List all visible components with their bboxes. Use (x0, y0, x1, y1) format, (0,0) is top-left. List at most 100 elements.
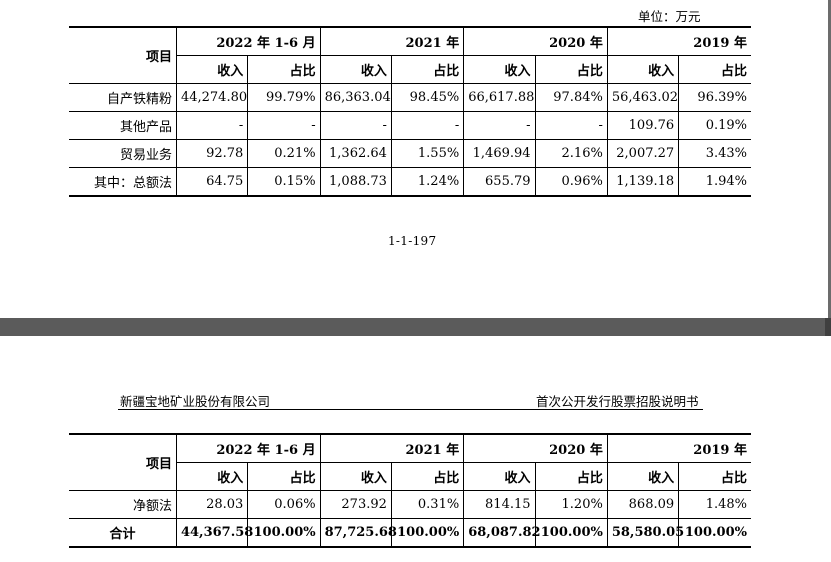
table-row: 其中：总额法 64.75 0.15% 1,088.73 1.24% 655.79… (69, 167, 751, 196)
document-title-header: 首次公开发行股票招股说明书 (536, 394, 699, 409)
table-cell: 44,367.58 (175, 518, 253, 547)
share-subheader: 占比 (247, 462, 321, 491)
row-label: 其他产品 (69, 111, 177, 140)
share-subheader: 占比 (534, 55, 608, 84)
table-cell: 1.24% (390, 167, 465, 196)
year-header: 2020 年 (463, 27, 608, 56)
table-cell: 68,087.82 (463, 518, 541, 547)
table-cell: - (534, 111, 608, 140)
table-cell: 1,469.94 (463, 139, 536, 168)
year-header: 2021 年 (319, 27, 465, 56)
table-cell: 28.03 (175, 490, 249, 519)
revenue-subheader: 收入 (606, 55, 680, 84)
row-label: 其中：总额法 (69, 167, 177, 196)
table-cell: - (175, 111, 249, 140)
revenue-subheader: 收入 (319, 462, 392, 491)
table-cell: - (390, 111, 465, 140)
table-cell: - (319, 111, 392, 140)
page-number: 1-1-197 (388, 234, 437, 248)
company-name-header: 新疆宝地矿业股份有限公司 (120, 394, 271, 409)
table-cell: 0.19% (678, 111, 751, 140)
revenue-subheader: 收入 (463, 55, 536, 84)
table-row: 自产铁精粉 44,274.80 99.79% 86,363.04 98.45% … (69, 83, 751, 112)
revenue-subheader: 收入 (176, 462, 249, 491)
table-cell: 1.48% (678, 490, 751, 519)
table-cell: 1,139.18 (606, 167, 680, 196)
year-header: 2022 年 1-6 月 (175, 27, 321, 56)
year-header: 2019 年 (606, 27, 751, 56)
share-subheader: 占比 (534, 462, 608, 491)
revenue-subheader: 收入 (176, 55, 249, 84)
table-cell: 3.43% (678, 139, 751, 168)
share-subheader: 占比 (678, 55, 751, 84)
revenue-subheader: 收入 (463, 462, 536, 491)
page-separator (0, 318, 831, 336)
share-subheader: 占比 (390, 55, 465, 84)
table-header-row: 项目 2022 年 1-6 月 2021 年 2020 年 2019 年 (69, 27, 751, 84)
item-header: 项目 (69, 434, 177, 491)
table-cell: 64.75 (175, 167, 249, 196)
year-header: 2022 年 1-6 月 (175, 434, 321, 463)
table-cell: 92.78 (175, 139, 249, 168)
table-cell: 655.79 (463, 167, 536, 196)
share-subheader: 占比 (678, 462, 751, 491)
share-subheader: 占比 (247, 55, 321, 84)
table-cell: 66,617.88 (463, 83, 536, 112)
table-cell: 0.15% (247, 167, 321, 196)
total-row: 合计 44,367.58 100.00% 87,725.68 100.00% 6… (69, 518, 751, 547)
year-header: 2019 年 (606, 434, 751, 463)
table-row: 净额法 28.03 0.06% 273.92 0.31% 814.15 1.20… (69, 490, 751, 519)
table-cell: 273.92 (319, 490, 392, 519)
table-header-row: 项目 2022 年 1-6 月 2021 年 2020 年 2019 年 (69, 434, 751, 491)
revenue-table-part-2: 项目 2022 年 1-6 月 2021 年 2020 年 2019 年 收入 … (69, 433, 751, 548)
table-cell: 2.16% (534, 139, 608, 168)
table-cell: 86,363.04 (319, 83, 392, 112)
table-cell: 868.09 (606, 490, 680, 519)
table-cell: 56,463.02 (606, 83, 680, 112)
page-separator-edge (825, 318, 831, 336)
row-label: 合计 (69, 518, 177, 547)
table-cell: 1.94% (678, 167, 751, 196)
table-subheader-row: 收入 占比 收入 占比 收入 占比 收入 占比 (69, 462, 751, 491)
year-header: 2021 年 (319, 434, 465, 463)
row-label: 自产铁精粉 (69, 83, 177, 112)
table-cell: 58,580.05 (606, 518, 684, 547)
revenue-subheader: 收入 (319, 55, 392, 84)
table-cell: 814.15 (463, 490, 536, 519)
table-cell: 109.76 (606, 111, 680, 140)
page-edge-shadow (828, 0, 831, 318)
table-cell: 87,725.68 (319, 518, 397, 547)
share-subheader: 占比 (390, 462, 465, 491)
table-cell: 2,007.27 (606, 139, 680, 168)
table-cell: 1,088.73 (319, 167, 392, 196)
table-row: 其他产品 - - - - - - 109.76 0.19% (69, 111, 751, 140)
table-cell: 0.21% (247, 139, 321, 168)
table-cell: 96.39% (678, 83, 751, 112)
table-cell: - (463, 111, 536, 140)
table-cell: 1.55% (390, 139, 465, 168)
row-label: 贸易业务 (69, 139, 177, 168)
table-cell: 100.00% (247, 518, 321, 547)
table-cell: 0.31% (390, 490, 465, 519)
table-cell: 0.06% (247, 490, 321, 519)
year-header: 2020 年 (463, 434, 608, 463)
table-cell: 44,274.80 (175, 83, 249, 112)
table-cell: 99.79% (247, 83, 321, 112)
header-rule (118, 409, 703, 410)
table-cell: 1.20% (534, 490, 608, 519)
item-header: 项目 (69, 27, 177, 84)
revenue-subheader: 收入 (606, 462, 680, 491)
table-cell: 100.00% (678, 518, 751, 547)
table-row: 贸易业务 92.78 0.21% 1,362.64 1.55% 1,469.94… (69, 139, 751, 168)
table-cell: 100.00% (534, 518, 608, 547)
table-cell: - (247, 111, 321, 140)
table-cell: 100.00% (390, 518, 465, 547)
document-page-1: 单位：万元 项目 2022 年 1-6 月 2021 年 2020 年 2019… (69, 0, 831, 318)
table-cell: 0.96% (534, 167, 608, 196)
unit-label: 单位：万元 (638, 9, 701, 24)
row-label: 净额法 (69, 490, 177, 519)
revenue-table-part-1: 项目 2022 年 1-6 月 2021 年 2020 年 2019 年 收入 … (69, 26, 751, 197)
table-cell: 98.45% (390, 83, 465, 112)
table-cell: 1,362.64 (319, 139, 392, 168)
table-cell: 97.84% (534, 83, 608, 112)
